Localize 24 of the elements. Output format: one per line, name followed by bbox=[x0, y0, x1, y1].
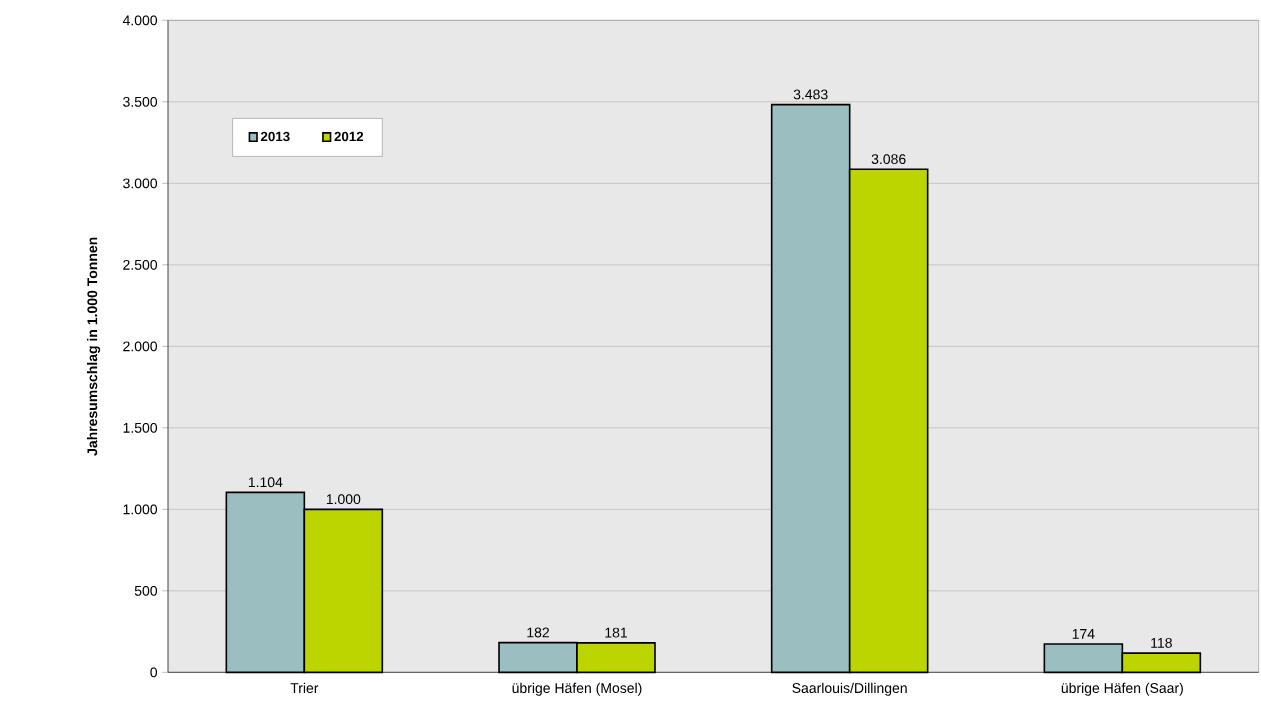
x-tick-label: Saarlouis/Dillingen bbox=[792, 682, 907, 696]
data-label: 1.000 bbox=[326, 494, 361, 505]
legend-label: 2012 bbox=[334, 131, 364, 142]
y-tick-label: 1.000 bbox=[123, 504, 158, 515]
data-label: 174 bbox=[1072, 629, 1095, 639]
legend-label: 2013 bbox=[260, 131, 290, 142]
data-label: 181 bbox=[605, 627, 627, 638]
data-label: 1.104 bbox=[248, 477, 283, 488]
y-tick-label: 500 bbox=[134, 585, 158, 596]
y-tick-label: 2.000 bbox=[123, 341, 158, 352]
y-axis-title: Jahresumschlag in 1.000 Tonnen bbox=[86, 237, 101, 456]
data-label: 3.483 bbox=[793, 89, 828, 100]
y-tick-label: 2.500 bbox=[123, 259, 158, 270]
data-label: 3.086 bbox=[871, 154, 906, 165]
y-tick-label: 3.000 bbox=[123, 178, 158, 189]
y-tick-label: 3.500 bbox=[123, 96, 158, 107]
data-label: 182 bbox=[527, 627, 549, 638]
y-tick-label: 0 bbox=[150, 667, 158, 678]
y-tick-label: 1.500 bbox=[123, 422, 158, 433]
x-tick-label: übrige Häfen (Saar) bbox=[1061, 682, 1183, 696]
x-tick-label: Trier bbox=[290, 682, 319, 694]
data-label: 118 bbox=[1151, 637, 1172, 648]
x-tick-label: übrige Häfen (Mosel) bbox=[512, 682, 642, 696]
y-tick-label: 4.000 bbox=[122, 15, 158, 26]
